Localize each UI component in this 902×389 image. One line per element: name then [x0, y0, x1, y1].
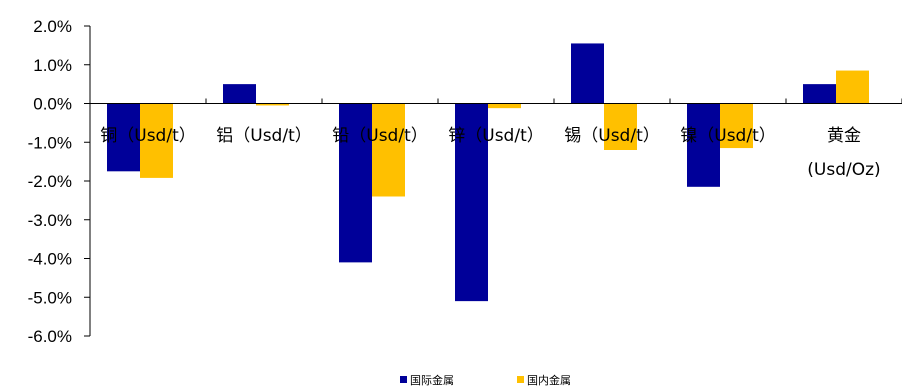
y-tick-label: -1.0% — [28, 133, 72, 152]
category-label: 铜（Usd/t） — [100, 126, 195, 146]
bars — [107, 43, 869, 302]
bar-series-2-cat-2 — [256, 103, 289, 106]
bar-series-1-cat-7 — [803, 84, 836, 104]
bar-series-2-cat-6 — [720, 103, 753, 149]
category-label: 铅（Usd/t） — [332, 126, 427, 146]
category-label: 锌（Usd/t） — [448, 126, 543, 146]
category-label: 黄金 — [827, 126, 861, 146]
bar-series-1-cat-1 — [107, 103, 140, 172]
y-tick-label: 1.0% — [33, 56, 72, 75]
legend: 国际金属 国内金属 — [400, 373, 571, 387]
bar-series-1-cat-6 — [687, 103, 720, 187]
legend-swatch — [517, 376, 524, 383]
zero-axis-line — [89, 98, 902, 104]
category-label: 铝（Usd/t） — [216, 126, 311, 146]
y-tick-label: 0.0% — [33, 95, 72, 114]
y-tick-label: -3.0% — [28, 211, 72, 230]
category-labels: 铜（Usd/t） 铝（Usd/t） 铅（Usd/t） 锌（Usd/t） 锡（Usd/t）… — [100, 126, 880, 180]
category-label: 锡（Usd/t） — [564, 126, 659, 146]
y-tick-label: -4.0% — [28, 250, 72, 269]
bar-series-1-cat-5 — [571, 43, 604, 104]
bar-series-2-cat-1 — [140, 103, 173, 178]
y-tick-label: -6.0% — [28, 327, 72, 346]
bar-series-2-cat-3 — [372, 103, 405, 197]
bar-series-2-cat-7 — [836, 70, 869, 104]
category-label: (Usd/Oz) — [807, 160, 880, 180]
y-axis: 2.0% 1.0% 0.0% -1.0% -2.0% -3.0% -4.0% -5.0% -6.… — [28, 17, 91, 346]
bar-series-1-cat-4 — [455, 103, 488, 302]
legend-label: 国际金属 — [410, 373, 454, 387]
bar-series-1-cat-2 — [223, 84, 256, 104]
y-tick-label: 2.0% — [33, 17, 72, 36]
legend-swatch — [400, 376, 407, 383]
y-tick-label: -5.0% — [28, 288, 72, 307]
bar-series-1-cat-3 — [339, 103, 372, 263]
legend-label: 国内金属 — [527, 373, 571, 387]
bar-series-2-cat-4 — [488, 103, 521, 109]
category-label: 镍（Usd/t） — [680, 126, 775, 146]
y-tick-label: -2.0% — [28, 172, 72, 191]
bar-series-2-cat-5 — [604, 103, 637, 150]
